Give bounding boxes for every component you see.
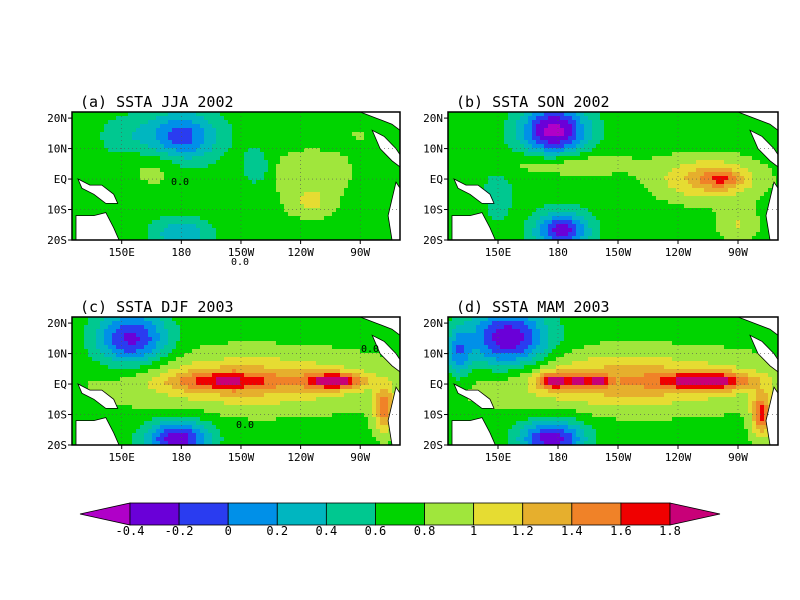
contour-label: 0.0 — [236, 420, 254, 431]
colorbar-tick-label: -0.4 — [116, 524, 145, 538]
y-tick-label: 10N — [47, 143, 67, 156]
x-tick-label: 90W — [350, 451, 370, 464]
x-tick-label: 120W — [287, 451, 314, 464]
y-tick-label: EQ — [54, 378, 67, 391]
y-tick-label: 20S — [423, 439, 443, 452]
ssta-field-a — [72, 112, 400, 240]
y-tick-label: EQ — [430, 378, 443, 391]
colorbar-segment — [424, 502, 475, 526]
colorbar-tick-label: 0.8 — [414, 524, 436, 538]
panel-title: (b) SSTA SON 2002 — [456, 93, 610, 111]
grid-a — [72, 112, 400, 240]
map-panel-d: (d) SSTA MAM 2003 150E 180 150W 120W 90W 20N 10… — [236, 298, 779, 464]
panel-title: (c) SSTA DJF 2003 — [80, 298, 234, 316]
colorbar-segment — [178, 502, 229, 526]
map-panels: (a) SSTA JJA 2002 150E 180 150W 120W 90W 20N 10… — [47, 93, 779, 464]
colorbar-segment — [276, 502, 327, 526]
x-tick-label: 150W — [228, 246, 255, 259]
y-tick-label: 20N — [423, 317, 443, 330]
grid-b — [448, 112, 778, 240]
grid-c — [72, 317, 400, 445]
y-tick-label: EQ — [54, 173, 67, 186]
map-frame-c — [71, 316, 401, 446]
x-tick-label: 150E — [485, 246, 512, 259]
y-tick-label: 10S — [47, 204, 67, 217]
colorbar-segment — [227, 502, 278, 526]
land-a — [75, 112, 400, 240]
y-tick-label: 20N — [423, 112, 443, 125]
colorbar-tick-label: 0.4 — [316, 524, 338, 538]
panel-title: (a) SSTA JJA 2002 — [80, 93, 234, 111]
colorbar-low-extend — [79, 502, 131, 526]
x-tick-label: 150W — [228, 451, 255, 464]
y-tick-label: 20N — [47, 317, 67, 330]
colorbar-segment — [375, 502, 425, 526]
x-tick-label: 120W — [287, 246, 314, 259]
colorbar-segment — [571, 502, 622, 526]
x-tick-label: 180 — [171, 451, 191, 464]
land-c — [75, 317, 400, 445]
grid-d — [448, 317, 778, 445]
colorbar-tick-label: 1.4 — [561, 524, 583, 538]
colorbar: -0.4 -0.2 0 0.2 0.4 0.6 0.8 1 1.2 1.4 1.6 1.8 — [79, 502, 721, 538]
x-tick-label: 150W — [605, 246, 632, 259]
x-tick-label: 120W — [665, 246, 692, 259]
map-frame-b — [447, 111, 779, 241]
map-frame-a — [71, 111, 401, 241]
panel-title: (d) SSTA MAM 2003 — [456, 298, 610, 316]
x-tick-label: 120W — [665, 451, 692, 464]
map-panel-c: (c) SSTA DJF 2003 150E 180 150W 120W 90W 20N 10… — [47, 257, 401, 464]
colorbar-tick-label: 0 — [225, 524, 232, 538]
colorbar-tick-label: 0.6 — [365, 524, 387, 538]
x-tick-label: 150E — [108, 451, 135, 464]
y-tick-label: 20S — [47, 234, 67, 247]
x-tick-label: 90W — [728, 451, 748, 464]
colorbar-high-extend — [669, 502, 721, 526]
y-tick-label: 10S — [423, 409, 443, 422]
colorbar-segment — [129, 502, 180, 526]
y-tick-label: 10S — [47, 409, 67, 422]
colorbar-tick-label: 1.8 — [659, 524, 681, 538]
y-tick-label: 10S — [423, 204, 443, 217]
map-frame-d — [447, 316, 779, 446]
colorbar-tick-label: 0.2 — [266, 524, 288, 538]
x-tick-label: 90W — [728, 246, 748, 259]
contour-label: 0.0 — [231, 257, 249, 268]
colorbar-segment — [473, 502, 524, 526]
y-tick-label: 10N — [47, 348, 67, 361]
x-tick-label: 180 — [171, 246, 191, 259]
map-panel-a: (a) SSTA JJA 2002 150E 180 150W 120W 90W 20N 10… — [47, 93, 401, 259]
land-b — [451, 112, 778, 240]
y-tick-label: 10N — [423, 348, 443, 361]
colorbar-tick-label: -0.2 — [165, 524, 194, 538]
ssta-field-d — [448, 317, 778, 445]
x-tick-label: 180 — [548, 451, 568, 464]
x-tick-label: 150W — [605, 451, 632, 464]
colorbar-segment — [522, 502, 573, 526]
x-tick-label: 180 — [548, 246, 568, 259]
y-tick-label: 20N — [47, 112, 67, 125]
x-tick-label: 150E — [485, 451, 512, 464]
x-tick-label: 90W — [350, 246, 370, 259]
colorbar-segment — [620, 502, 671, 526]
y-tick-label: EQ — [430, 173, 443, 186]
colorbar-tick-label: 1.2 — [512, 524, 534, 538]
y-tick-label: 10N — [423, 143, 443, 156]
colorbar-tick-label: 1.6 — [610, 524, 632, 538]
colorbar-tick-label: 1 — [470, 524, 477, 538]
map-panel-b: (b) SSTA SON 2002 150E 180 150W 120W 90W 20N 10… — [171, 93, 779, 259]
colorbar-segment — [325, 502, 376, 526]
x-tick-label: 150E — [108, 246, 135, 259]
y-tick-label: 20S — [423, 234, 443, 247]
contour-label: 0.0 — [171, 177, 189, 188]
y-tick-label: 20S — [47, 439, 67, 452]
contour-label: 0.0 — [361, 344, 379, 355]
